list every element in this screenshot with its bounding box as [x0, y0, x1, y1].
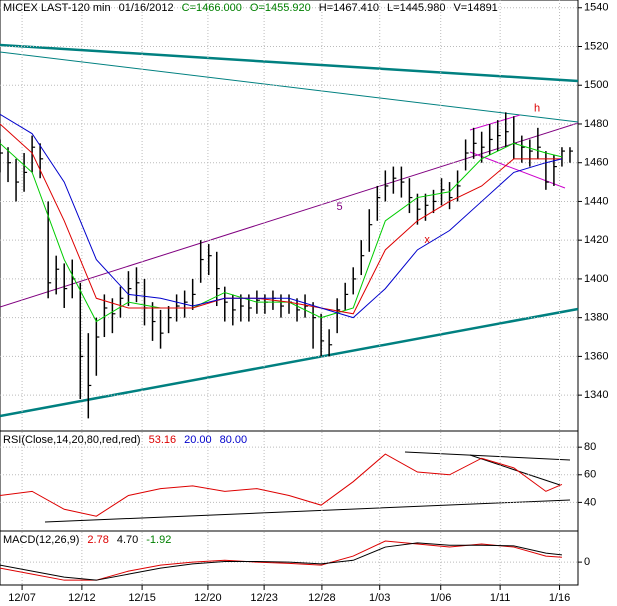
trendline [404, 451, 571, 461]
trendline [469, 114, 521, 131]
trendline [0, 43, 579, 83]
header-text: MICEX LAST-120 min [3, 2, 111, 14]
x-tick-label: 1/11 [490, 592, 511, 604]
y-tick-label: 1420 [584, 234, 608, 246]
x-tick-label: 12/23 [250, 592, 278, 604]
trendline [0, 307, 579, 418]
header-text: 53.16 [149, 434, 177, 446]
y-tick-label: 1400 [584, 273, 608, 285]
x-tick-label: 12/28 [308, 592, 336, 604]
x-tick-label: 12/15 [128, 592, 156, 604]
header-text: 80.00 [220, 434, 248, 446]
trendline [469, 454, 561, 486]
header-text: 4.70 [117, 534, 138, 546]
header-text: H=1467.410 [319, 2, 379, 14]
series-line [0, 123, 562, 315]
y-tick-label: 1340 [584, 389, 608, 401]
y-tick-label: 60 [584, 469, 596, 481]
x-tick-label: 1/16 [549, 592, 570, 604]
x-tick-label: 12/12 [68, 592, 96, 604]
header-text: L=1445.980 [387, 2, 445, 14]
y-tick-label: 1360 [584, 350, 608, 362]
header-text: 01/16/2012 [119, 2, 174, 14]
trendlines [0, 43, 579, 523]
x-tick-label: 12/20 [194, 592, 222, 604]
y-tick-label: 0 [584, 556, 590, 568]
y-tick-label: 1540 [584, 2, 608, 14]
series-line [0, 113, 563, 319]
y-tick-label: 1520 [584, 40, 608, 52]
annotation: x [424, 234, 430, 246]
y-tick-label: 1460 [584, 157, 608, 169]
header-text: 20.00 [184, 434, 212, 446]
series-line [0, 453, 563, 517]
trendline [44, 499, 571, 523]
header-text: RSI(Close,14,20,80,red,red) [3, 434, 141, 446]
y-tick-label: 1380 [584, 312, 608, 324]
header-text: -1.92 [146, 534, 171, 546]
header-text: C=1466.000 [182, 2, 242, 14]
x-tick-label: 1/03 [369, 592, 390, 604]
x-tick-label: 12/07 [8, 592, 36, 604]
header-text: 2.78 [87, 534, 108, 546]
y-tick-label: 80 [584, 441, 596, 453]
header-text: MACD(12,26,9) [3, 534, 79, 546]
plot-frame [0, 0, 579, 586]
series-line [0, 542, 562, 581]
y-tick-label: 1480 [584, 118, 608, 130]
annotation: 5 [337, 201, 343, 213]
header-text: O=1455.920 [250, 2, 311, 14]
y-tick-label: 40 [584, 496, 596, 508]
y-tick-label: 1440 [584, 195, 608, 207]
y-tick-label: 1500 [584, 79, 608, 91]
trendline [0, 51, 579, 123]
annotation: h [534, 102, 540, 114]
trendline [469, 151, 566, 189]
header-text: V=14891 [453, 2, 497, 14]
x-tick-label: 1/06 [430, 592, 451, 604]
